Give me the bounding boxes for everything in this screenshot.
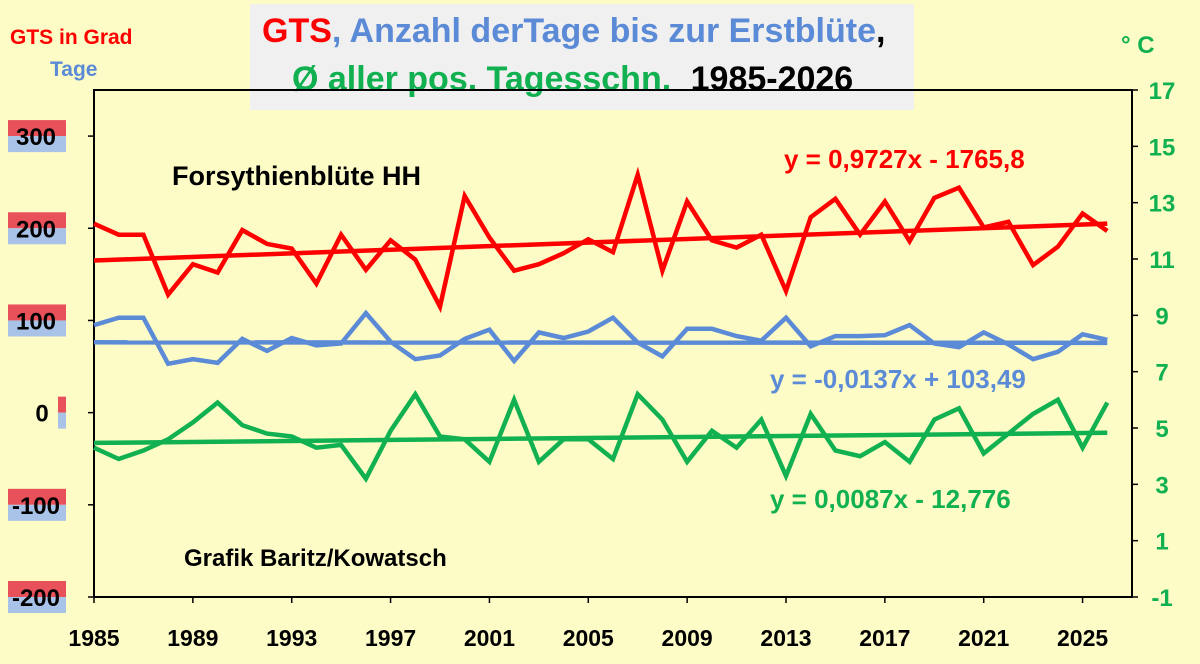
y-left-bg-top (8, 304, 66, 321)
y-left-bg-top (8, 581, 66, 597)
x-tick-label: 1993 (266, 625, 317, 651)
y-right-tick-label: 3 (1155, 472, 1168, 499)
chart-title-line2: Ø aller pos. Tagesschn. 1985-2026 (292, 60, 853, 99)
annotation-forsythie: Forsythienblüte HH (172, 161, 422, 191)
left-axis-label-tage: Tage (50, 58, 98, 81)
y-right-tick-label: -1 (1151, 585, 1172, 612)
x-tick-label: 2009 (662, 625, 713, 651)
y-left-bg-bottom (8, 228, 66, 245)
y-left-bg-bottom (8, 597, 66, 613)
trend-label-gts: y = 0,9727x - 1765,8 (784, 144, 1025, 174)
y-right-tick-label: 15 (1149, 134, 1176, 161)
right-axis-label: ° C (1121, 32, 1155, 59)
y-right-tick-label: 9 (1155, 303, 1168, 330)
y-left-bg-bottom (8, 136, 66, 153)
trend-line-tage (93, 340, 1108, 346)
title-temp: Ø aller pos. Tagesschn. (292, 60, 672, 98)
y-left-tick-label: 100 (16, 308, 56, 335)
y-right-tick-label: 1 (1155, 529, 1168, 556)
y-right-tick-label: 17 (1149, 78, 1176, 105)
title-box (250, 4, 914, 110)
x-tick-label: 2021 (958, 625, 1009, 651)
x-tick-label: 1985 (68, 625, 119, 651)
x-tick-label: 2013 (760, 625, 811, 651)
x-tick-label: 1997 (365, 625, 416, 651)
series-line-tage (93, 309, 1108, 367)
y-left-bg-bottom (58, 412, 66, 429)
series-line-gts (93, 166, 1109, 314)
annotation-grafik: Grafik Baritz/Kowatsch (184, 545, 447, 572)
y-right-tick-label: 13 (1149, 191, 1176, 218)
title-tage: , Anzahl derTage bis zur Erstblüte (331, 12, 876, 50)
y-left-tick-label: -100 (12, 493, 60, 520)
x-tick-label: 2005 (563, 625, 614, 651)
trend-label-tage: y = -0,0137x + 103,49 (770, 364, 1026, 394)
y-left-tick-label: 300 (16, 124, 56, 151)
y-right-tick-label: 5 (1155, 416, 1168, 443)
title-gts: GTS (262, 12, 332, 50)
trend-label-temp: y = 0,0087x - 12,776 (770, 484, 1011, 514)
x-tick-label: 2001 (464, 625, 515, 651)
y-right-tick-label: 11 (1149, 247, 1174, 274)
y-left-tick-label: -200 (12, 585, 60, 612)
x-tick-label: 2017 (859, 625, 910, 651)
y-left-bg-bottom (8, 504, 66, 521)
left-axis-label-gts: GTS in Grad (10, 26, 133, 49)
x-tick-label: 1989 (167, 625, 218, 651)
x-tick-label: 2025 (1057, 625, 1108, 651)
y-right-tick-label: 7 (1155, 360, 1168, 387)
title-years: 1985-2026 (690, 60, 854, 98)
y-left-bg-top (8, 120, 66, 137)
chart-title-line1: GTS, Anzahl derTage bis zur Erstblüte, (262, 12, 885, 51)
y-left-bg-top (8, 488, 66, 505)
y-left-bg-top (8, 212, 66, 229)
series-line-temp (93, 389, 1110, 483)
y-left-bg-top (58, 396, 66, 413)
y-left-tick-label: 0 (35, 401, 48, 428)
title-comma: , (876, 12, 886, 50)
y-left-tick-label: 200 (16, 216, 56, 243)
y-left-bg-bottom (8, 320, 66, 337)
trend-line-temp (93, 430, 1108, 446)
trend-line-gts (93, 221, 1108, 263)
